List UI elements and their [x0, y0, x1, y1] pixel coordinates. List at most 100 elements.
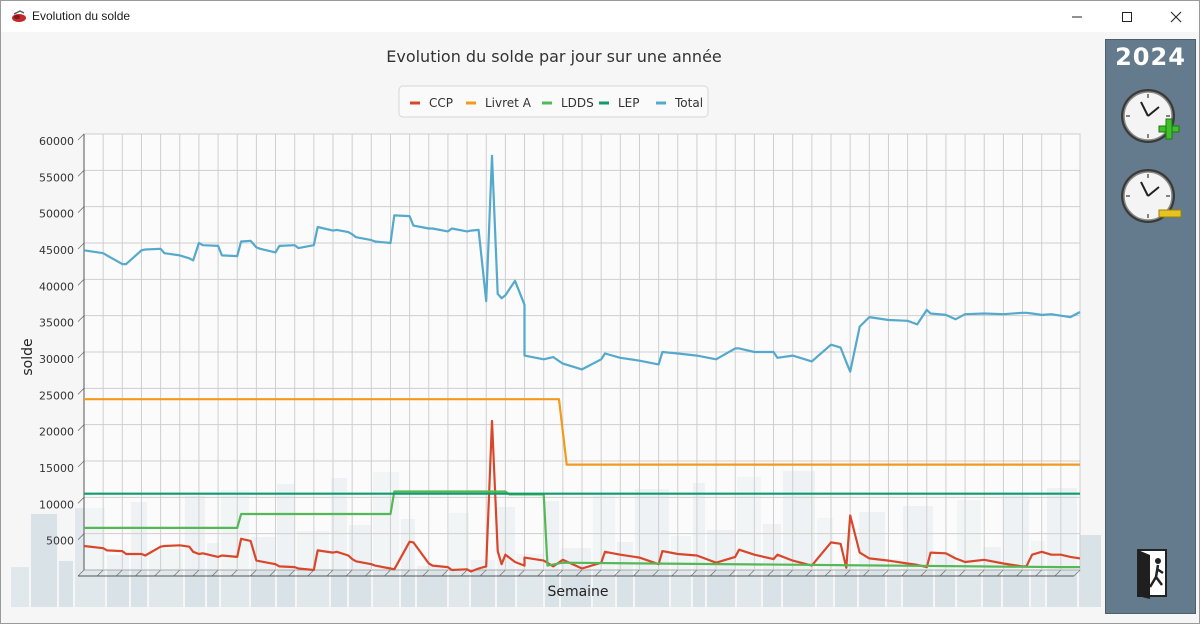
y-tick-label: 50000 [39, 208, 74, 221]
y-tick-mark [77, 351, 85, 359]
skyline-building [11, 567, 29, 607]
x-tick-mark [709, 569, 717, 577]
year-label: 2024 [1115, 43, 1186, 71]
series-line-livret-a [84, 398, 1080, 466]
y-tick-label: 60000 [39, 135, 74, 148]
client-area: Evolution du solde par jour sur une anné… [1, 32, 1199, 623]
x-tick-mark [345, 569, 353, 577]
minimize-button[interactable] [1054, 1, 1100, 32]
y-axis-label: solde [20, 338, 36, 375]
y-tick-label: 55000 [39, 171, 74, 184]
x-tick-mark [403, 569, 410, 577]
series-line-ccp [83, 419, 1081, 573]
x-tick-mark [1016, 569, 1023, 577]
x-axis-label: Semaine [547, 584, 608, 600]
x-tick-mark [211, 569, 219, 577]
chart-series [83, 154, 1081, 573]
x-tick-mark [575, 569, 583, 577]
y-tick-mark [77, 242, 85, 250]
close-button[interactable] [1153, 1, 1199, 32]
x-tick-mark [1073, 569, 1081, 577]
y-tick-label: 20000 [39, 426, 74, 439]
x-tick-mark [77, 569, 85, 577]
x-tick-mark [96, 569, 104, 577]
x-tick-mark [671, 569, 679, 577]
title-bar: Evolution du solde [1, 1, 1199, 32]
x-tick-mark [939, 569, 947, 577]
y-tick-mark [77, 279, 85, 286]
x-tick-mark [479, 569, 487, 577]
y-tick-label: 15000 [39, 462, 74, 475]
x-tick-mark [326, 569, 334, 577]
maximize-button[interactable] [1104, 1, 1150, 32]
x-tick-mark [499, 569, 506, 577]
x-tick-mark [958, 569, 966, 577]
y-tick-label: 25000 [39, 389, 74, 402]
x-tick-mark [690, 569, 698, 577]
x-tick-mark [843, 569, 851, 577]
x-tick-mark [920, 569, 928, 577]
x-tick-mark [518, 569, 525, 577]
x-tick-mark [633, 569, 640, 577]
y-tick-label: 30000 [39, 353, 74, 366]
y-tick-label: 35000 [39, 317, 74, 330]
x-tick-mark [288, 569, 295, 577]
y-tick-label: 5000 [46, 535, 74, 548]
x-tick-mark [786, 569, 793, 577]
window-title: Evolution du solde [32, 9, 131, 23]
skyline-building [1079, 535, 1101, 607]
skyline-building [417, 566, 447, 607]
x-tick-mark [824, 569, 832, 577]
right-panel: 2024 [1105, 39, 1196, 614]
legend-label: Total [674, 96, 703, 110]
app-logo-icon [11, 9, 27, 28]
series-line-total [83, 154, 1081, 373]
x-tick-mark [269, 569, 276, 577]
x-tick-mark [901, 569, 908, 577]
legend-label: LDDS [561, 96, 594, 110]
exit-door-icon [1137, 549, 1167, 599]
x-tick-mark [977, 569, 985, 577]
x-tick-mark [652, 569, 659, 577]
x-tick-mark [365, 569, 372, 577]
x-tick-mark [805, 569, 813, 577]
skyline-building [835, 565, 857, 607]
x-tick-mark [230, 569, 238, 577]
x-tick-mark [384, 569, 391, 577]
y-axis: 5000 10000 15000 20000 25000 30000 35000 40000 4… [39, 133, 85, 570]
chart-title: Evolution du solde par jour sur une anné… [386, 47, 722, 66]
exit-button[interactable] [1132, 547, 1172, 601]
legend-label: Livret A [485, 96, 532, 110]
minimize-icon [1072, 16, 1082, 17]
clock-minus-icon [1121, 169, 1182, 223]
y-tick-mark [77, 206, 85, 213]
y-tick-mark [77, 424, 85, 431]
x-tick-mark [154, 569, 161, 577]
x-tick-mark [882, 569, 889, 577]
legend-label: LEP [618, 96, 640, 110]
legend-label: CCP [429, 96, 453, 110]
x-tick-mark [594, 569, 602, 577]
clock-plus-icon [1121, 89, 1180, 143]
x-tick-mark [863, 569, 870, 577]
y-tick-mark [77, 315, 85, 322]
x-tick-mark [1054, 569, 1062, 577]
add-day-button[interactable] [1119, 86, 1183, 150]
x-tick-mark [1035, 569, 1042, 577]
x-tick-mark [250, 569, 257, 577]
close-icon [1170, 11, 1182, 22]
y-tick-label: 45000 [39, 244, 74, 257]
x-tick-mark [441, 569, 449, 577]
y-tick-mark [77, 133, 85, 141]
remove-day-button[interactable] [1119, 166, 1183, 230]
x-tick-mark [192, 569, 200, 577]
x-tick-mark [460, 569, 468, 577]
y-tick-mark [77, 170, 85, 177]
y-tick-mark [77, 460, 85, 468]
y-tick-mark [77, 497, 85, 504]
x-tick-mark [614, 569, 621, 577]
balance-chart: Evolution du solde par jour sur une anné… [11, 47, 1101, 607]
skyline-building [31, 514, 57, 607]
y-tick-label: 10000 [39, 498, 74, 511]
